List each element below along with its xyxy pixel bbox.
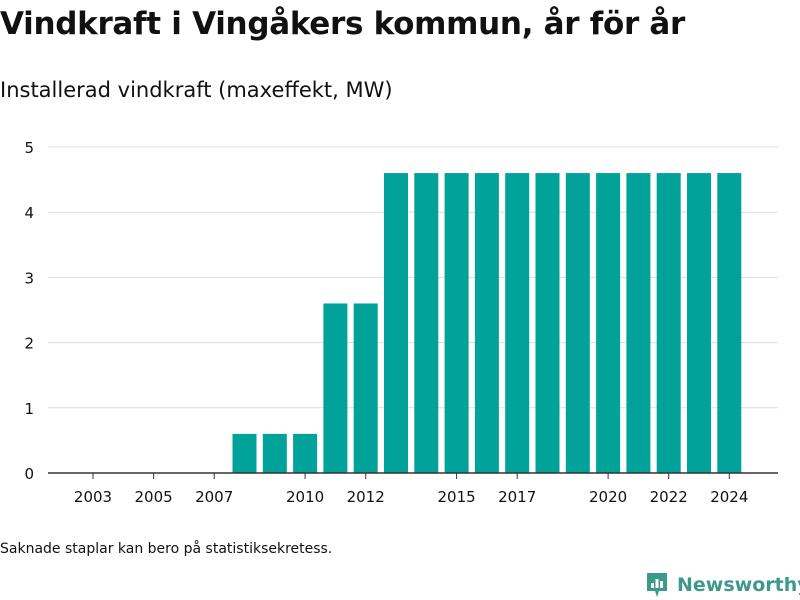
y-tick-label: 5: [24, 139, 34, 157]
bar-2014[interactable]: [414, 173, 439, 473]
bar-2009[interactable]: [262, 433, 287, 473]
y-tick-label: 1: [24, 400, 34, 418]
bar-2008[interactable]: [232, 433, 257, 473]
bar-2017[interactable]: [505, 173, 530, 473]
bar-2011[interactable]: [323, 303, 348, 473]
y-tick-label: 2: [24, 335, 34, 353]
footnote: Saknade staplar kan bero på statistiksek…: [0, 541, 333, 557]
grid-lines: [48, 146, 778, 409]
bar-2023[interactable]: [687, 173, 711, 473]
x-tick-label: 2003: [74, 488, 112, 506]
x-tick-label: 2017: [498, 488, 536, 506]
x-tick-label: 2010: [286, 488, 324, 506]
x-tick-label: 2020: [589, 488, 627, 506]
x-tick-label: 2007: [195, 488, 233, 506]
brand-logo[interactable]: Newsworthy: [645, 570, 800, 600]
bar-2013[interactable]: [384, 173, 408, 473]
newsworthy-logo-icon: [647, 573, 667, 597]
y-tick-label: 4: [24, 204, 34, 222]
chart-subtitle: Installerad vindkraft (maxeffekt, MW): [0, 78, 393, 102]
x-tick-label: 2005: [135, 488, 173, 506]
x-tick-label: 2024: [710, 488, 748, 506]
brand-name: Newsworthy: [677, 574, 800, 596]
bar-2020[interactable]: [596, 173, 621, 473]
bar-2010[interactable]: [293, 433, 318, 473]
bar-2016[interactable]: [474, 173, 499, 473]
bar-2021[interactable]: [626, 173, 651, 473]
chart-title: Vindkraft i Vingåkers kommun, år för år: [0, 6, 686, 42]
x-tick-label: 2022: [650, 488, 688, 506]
bar-2024[interactable]: [717, 173, 742, 473]
bar-2018[interactable]: [535, 173, 560, 473]
bar-2012[interactable]: [353, 303, 378, 473]
x-tick-label: 2012: [347, 488, 385, 506]
bar-2015[interactable]: [444, 173, 469, 473]
bar-2019[interactable]: [565, 173, 590, 473]
x-axis-ticks: 2003 2005 2007 2010 2012 2015 2017 2020 2022 2024: [74, 473, 748, 506]
x-tick-label: 2015: [438, 488, 476, 506]
y-axis-ticks: 0 1 2 3 4 5: [24, 139, 34, 483]
bar-2022[interactable]: [656, 173, 681, 473]
y-tick-label: 0: [24, 465, 34, 483]
y-tick-label: 3: [24, 269, 34, 287]
bars: [232, 173, 742, 473]
